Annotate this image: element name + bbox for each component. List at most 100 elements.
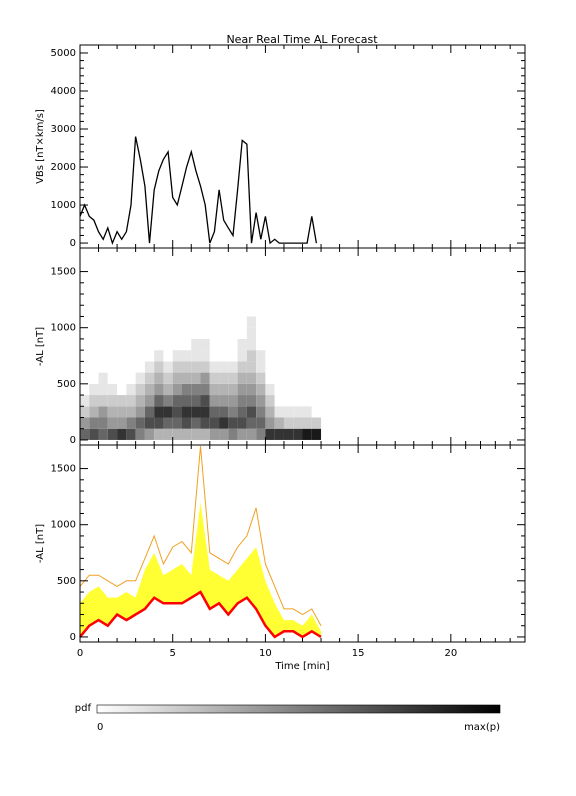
pdf-cell bbox=[89, 417, 99, 429]
pdf-cell bbox=[80, 338, 90, 351]
pdf-cell bbox=[246, 327, 257, 339]
pdf-cell bbox=[265, 316, 275, 328]
pdf-cell bbox=[246, 305, 257, 317]
pdf-cell bbox=[219, 305, 229, 317]
pdf-cell bbox=[256, 383, 266, 396]
chart-title: Near Real Time AL Forecast bbox=[226, 33, 378, 46]
pdf-cell bbox=[228, 383, 238, 396]
pdf-cell bbox=[172, 383, 182, 396]
pdf-cell bbox=[200, 361, 210, 373]
pdf-cell bbox=[265, 383, 275, 396]
pdf-cell bbox=[126, 428, 136, 440]
pdf-cell bbox=[144, 305, 155, 317]
pdf-cell bbox=[80, 350, 90, 362]
pdf-cell bbox=[144, 372, 155, 384]
pdf-cell bbox=[191, 406, 201, 418]
pdf-cell bbox=[274, 406, 284, 418]
pdf-cell bbox=[256, 372, 266, 384]
pdf-cell bbox=[219, 350, 229, 362]
pdf-cell bbox=[191, 350, 201, 362]
pdf-cell bbox=[89, 350, 99, 362]
pdf-cell bbox=[107, 372, 118, 384]
pdf-cell bbox=[80, 383, 90, 396]
pdf-cell bbox=[237, 316, 247, 328]
pdf-cell bbox=[80, 395, 90, 407]
pdf-cell bbox=[163, 406, 173, 418]
x-tick-label: 5 bbox=[170, 648, 176, 659]
y-tick-label: 0 bbox=[70, 435, 76, 446]
pdf-cell bbox=[311, 372, 322, 384]
pdf-cell bbox=[246, 428, 257, 440]
pdf-cell bbox=[302, 395, 312, 407]
pdf-cell bbox=[107, 361, 118, 373]
pdf-cell bbox=[191, 327, 201, 339]
pdf-cell bbox=[191, 305, 201, 317]
pdf-cell bbox=[283, 350, 294, 362]
pdf-cell bbox=[219, 395, 229, 407]
pdf-cell bbox=[265, 350, 275, 362]
pdf-cell bbox=[89, 383, 99, 396]
pdf-cell bbox=[163, 338, 173, 351]
pdf-cell bbox=[209, 372, 220, 384]
pdf-cell bbox=[237, 395, 247, 407]
pdf-cell bbox=[265, 361, 275, 373]
pdf-cell bbox=[302, 383, 312, 396]
pdf-cell bbox=[89, 316, 99, 328]
pdf-cell bbox=[274, 316, 284, 328]
y-tick-label: 500 bbox=[57, 576, 76, 587]
pdf-cell bbox=[107, 417, 118, 429]
pdf-cell bbox=[181, 316, 192, 328]
pdf-cell bbox=[89, 327, 99, 339]
data-line bbox=[79, 136, 318, 246]
pdf-cell bbox=[98, 406, 108, 418]
pdf-cell bbox=[302, 327, 312, 339]
pdf-cell bbox=[98, 361, 108, 373]
pdf-cell bbox=[135, 406, 145, 418]
pdf-cell bbox=[311, 338, 322, 351]
pdf-cell bbox=[256, 350, 266, 362]
pdf-cell bbox=[302, 316, 312, 328]
pdf-cell bbox=[181, 372, 192, 384]
pdf-cell bbox=[246, 395, 257, 407]
pdf-cell bbox=[302, 428, 312, 440]
pdf-cell bbox=[135, 383, 145, 396]
pdf-cell bbox=[228, 417, 238, 429]
pdf-cell bbox=[89, 372, 99, 384]
pdf-cell bbox=[117, 395, 127, 407]
pdf-cell bbox=[191, 417, 201, 429]
pdf-cell bbox=[293, 417, 303, 429]
colorbar-tick-label: 0 bbox=[97, 722, 103, 733]
pdf-cell bbox=[237, 327, 247, 339]
pdf-cell bbox=[107, 406, 118, 418]
pdf-cell bbox=[311, 350, 322, 362]
pdf-cell bbox=[80, 372, 90, 384]
colorbar-tick-label: max(p) bbox=[464, 722, 500, 733]
pdf-cell bbox=[126, 316, 136, 328]
pdf-cell bbox=[154, 338, 164, 351]
pdf-cell bbox=[154, 417, 164, 429]
pdf-cell bbox=[200, 406, 210, 418]
pdf-cell bbox=[117, 361, 127, 373]
x-tick-label: 0 bbox=[77, 648, 83, 659]
pdf-cell bbox=[154, 350, 164, 362]
pdf-cell bbox=[89, 428, 99, 440]
y-tick-label: 500 bbox=[57, 379, 76, 390]
pdf-cell bbox=[144, 350, 155, 362]
pdf-cell bbox=[89, 361, 99, 373]
pdf-cell bbox=[181, 350, 192, 362]
pdf-cell bbox=[172, 327, 182, 339]
pdf-cell bbox=[209, 417, 220, 429]
pdf-cell bbox=[228, 350, 238, 362]
pdf-cell bbox=[283, 383, 294, 396]
pdf-cell bbox=[265, 428, 275, 440]
pdf-cell bbox=[135, 316, 145, 328]
pdf-cell bbox=[293, 372, 303, 384]
pdf-cell bbox=[144, 406, 155, 418]
pdf-cell bbox=[293, 383, 303, 396]
pdf-cell bbox=[200, 383, 210, 396]
pdf-cell bbox=[265, 338, 275, 351]
pdf-cell bbox=[265, 406, 275, 418]
pdf-cell bbox=[311, 361, 322, 373]
pdf-cell bbox=[293, 428, 303, 440]
pdf-cell bbox=[219, 372, 229, 384]
